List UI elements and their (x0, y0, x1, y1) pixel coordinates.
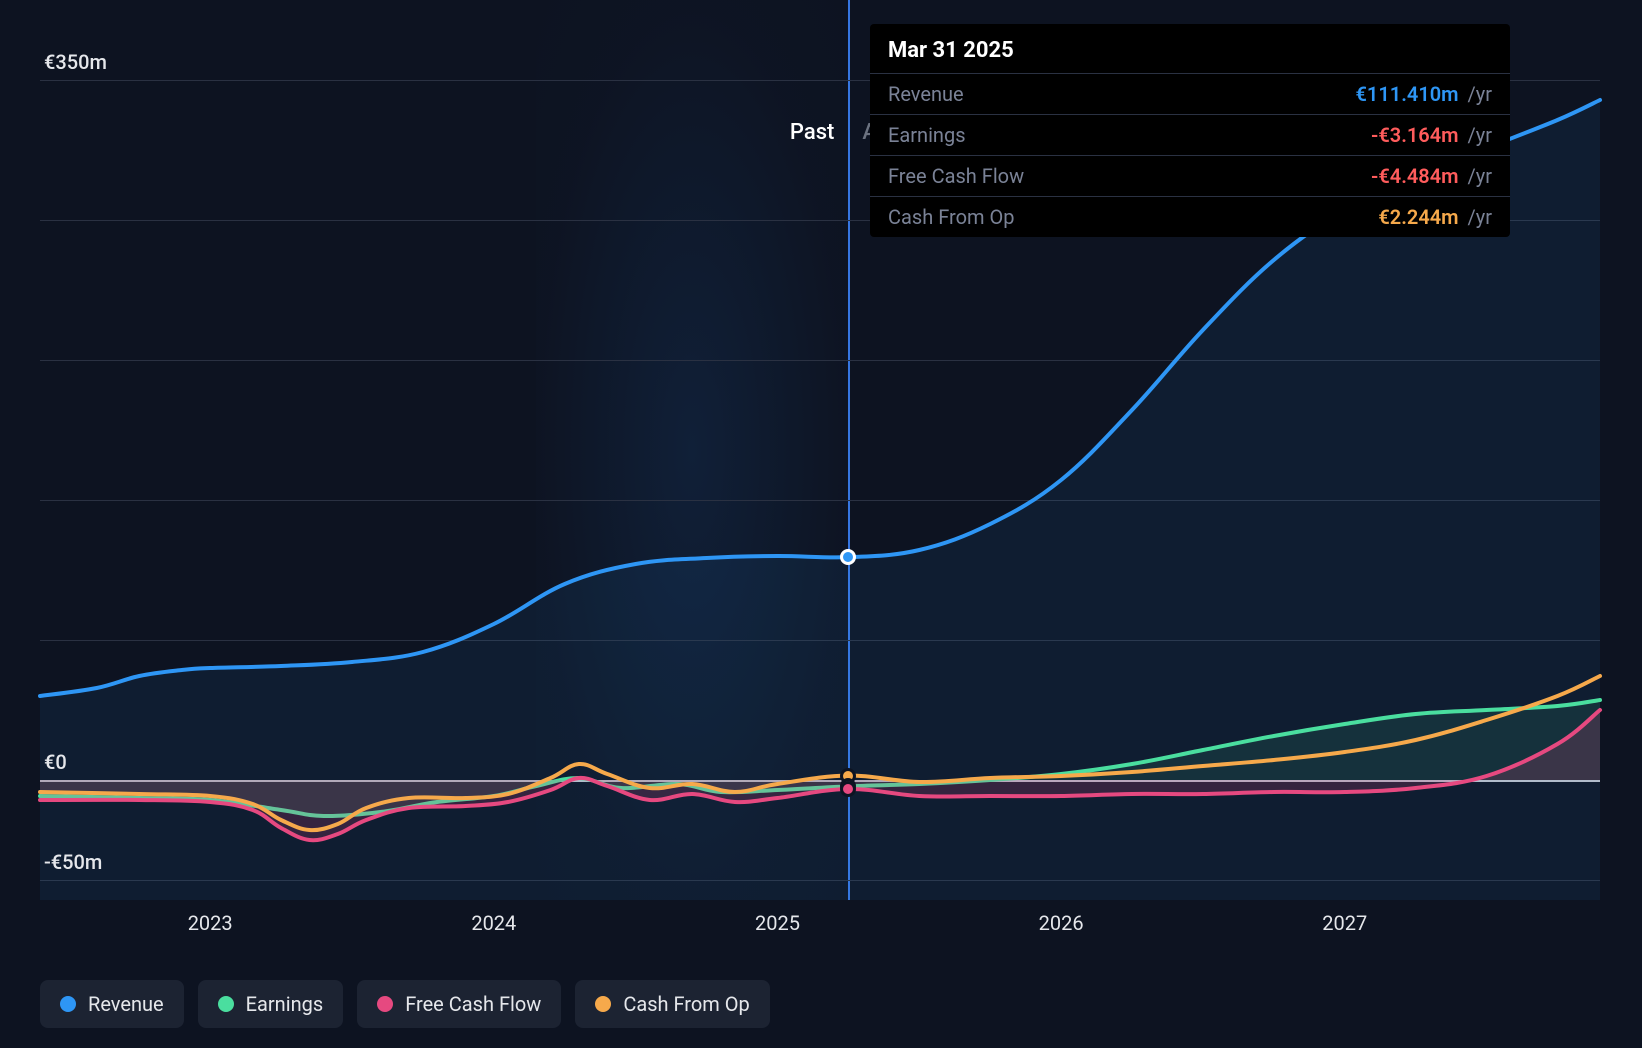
tooltip-date: Mar 31 2025 (870, 24, 1510, 74)
past-label: Past (536, 120, 834, 145)
cfo-legend-dot (595, 996, 611, 1012)
x-axis-tick-label: 2024 (471, 911, 516, 935)
tooltip-label: Revenue (888, 82, 964, 106)
legend-item-earnings[interactable]: Earnings (198, 980, 344, 1028)
x-axis-tick-label: 2023 (188, 911, 233, 935)
legend-item-fcf[interactable]: Free Cash Flow (357, 980, 561, 1028)
fcf-legend-dot (377, 996, 393, 1012)
legend-label: Cash From Op (623, 992, 749, 1016)
tooltip-row-fcf: Free Cash Flow -€4.484m /yr (870, 156, 1510, 197)
tooltip-label: Cash From Op (888, 205, 1014, 229)
x-axis-tick-label: 2025 (755, 911, 800, 935)
financial-chart: €350m€0-€50m 20232024202520262027 Past A… (0, 0, 1642, 1048)
tooltip-row-earnings: Earnings -€3.164m /yr (870, 115, 1510, 156)
legend-label: Earnings (246, 992, 324, 1016)
x-axis-tick-label: 2026 (1039, 911, 1084, 935)
tooltip-label: Earnings (888, 123, 966, 147)
legend: Revenue Earnings Free Cash Flow Cash From O… (40, 980, 770, 1028)
y-axis-tick-label: €350m (44, 50, 107, 74)
tooltip: Mar 31 2025 Revenue €111.410m /yr Earnings… (870, 24, 1510, 237)
legend-label: Free Cash Flow (405, 992, 541, 1016)
y-axis-tick-label: €0 (44, 750, 67, 774)
fcf-marker (840, 781, 856, 797)
revenue-marker (840, 549, 856, 565)
tooltip-value: -€3.164m /yr (1371, 123, 1492, 147)
tooltip-value: -€4.484m /yr (1371, 164, 1492, 188)
tooltip-value: €111.410m /yr (1356, 82, 1493, 106)
legend-item-revenue[interactable]: Revenue (40, 980, 184, 1028)
earnings-legend-dot (218, 996, 234, 1012)
y-axis-tick-label: -€50m (44, 850, 102, 874)
legend-item-cfo[interactable]: Cash From Op (575, 980, 769, 1028)
tooltip-label: Free Cash Flow (888, 164, 1024, 188)
legend-label: Revenue (88, 992, 164, 1016)
tooltip-value: €2.244m /yr (1378, 205, 1492, 229)
x-axis-tick-label: 2027 (1322, 911, 1367, 935)
tooltip-row-cfo: Cash From Op €2.244m /yr (870, 197, 1510, 237)
tooltip-row-revenue: Revenue €111.410m /yr (870, 74, 1510, 115)
revenue-legend-dot (60, 996, 76, 1012)
